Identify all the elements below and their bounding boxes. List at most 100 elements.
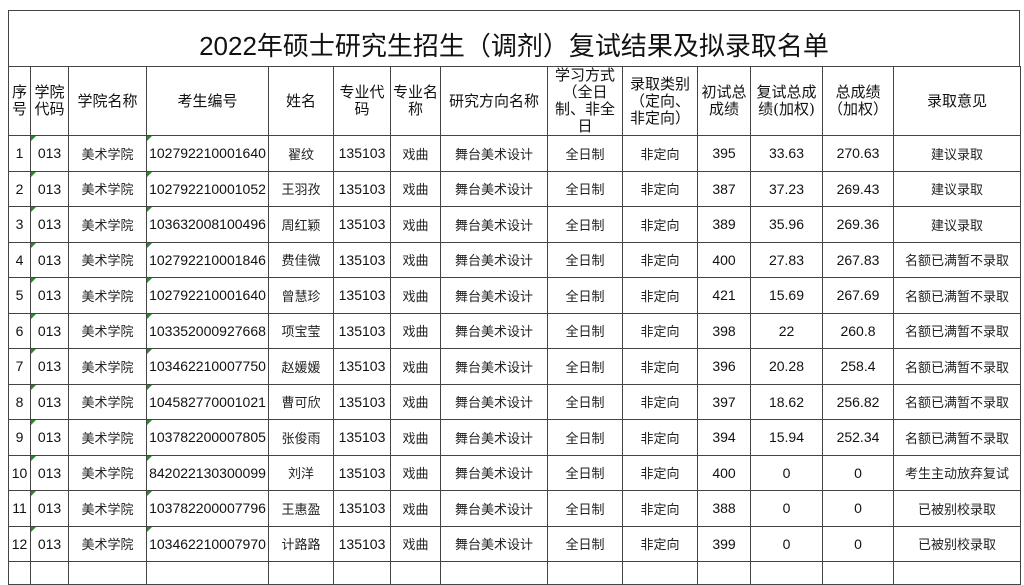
cell-candidate-id[interactable]: 102792210001846 [146, 241, 269, 278]
cell-candidate-id[interactable]: 103782200007805 [146, 419, 269, 456]
cell-prelim-score[interactable]: 398 [697, 312, 751, 349]
cell-research-direction[interactable]: 舞台美术设计 [440, 419, 548, 456]
cell-admission-opinion[interactable]: 建议录取 [893, 135, 1021, 172]
cell-college-name[interactable]: 美术学院 [68, 490, 147, 527]
empty-cell[interactable] [622, 561, 698, 585]
cell-seq[interactable]: 1 [8, 135, 31, 172]
cell-name[interactable]: 翟纹 [268, 135, 334, 172]
cell-total-score[interactable]: 252.34 [822, 419, 894, 456]
cell-study-mode[interactable]: 全日制 [547, 419, 623, 456]
cell-admission-opinion[interactable]: 名额已满暂不录取 [893, 419, 1021, 456]
cell-college-name[interactable]: 美术学院 [68, 348, 147, 385]
cell-admission-opinion[interactable]: 考生主动放弃复试 [893, 454, 1021, 491]
cell-college-code[interactable]: 013 [30, 348, 69, 385]
cell-candidate-id[interactable]: 103352000927668 [146, 312, 269, 349]
cell-college-name[interactable]: 美术学院 [68, 135, 147, 172]
cell-retest-score[interactable]: 27.83 [750, 241, 823, 278]
cell-admission-opinion[interactable]: 名额已满暂不录取 [893, 241, 1021, 278]
cell-admission-type[interactable]: 非定向 [622, 490, 698, 527]
cell-seq[interactable]: 11 [8, 490, 31, 527]
cell-research-direction[interactable]: 舞台美术设计 [440, 241, 548, 278]
cell-college-code[interactable]: 013 [30, 135, 69, 172]
cell-research-direction[interactable]: 舞台美术设计 [440, 206, 548, 243]
cell-college-name[interactable]: 美术学院 [68, 525, 147, 562]
cell-retest-score[interactable]: 35.96 [750, 206, 823, 243]
cell-college-code[interactable]: 013 [30, 277, 69, 314]
cell-total-score[interactable]: 269.43 [822, 170, 894, 207]
cell-college-name[interactable]: 美术学院 [68, 419, 147, 456]
empty-cell[interactable] [547, 561, 623, 585]
cell-major-name[interactable]: 戏曲 [390, 348, 441, 385]
cell-retest-score[interactable]: 0 [750, 454, 823, 491]
cell-name[interactable]: 计路路 [268, 525, 334, 562]
cell-total-score[interactable]: 269.36 [822, 206, 894, 243]
cell-college-code[interactable]: 013 [30, 383, 69, 420]
cell-retest-score[interactable]: 0 [750, 490, 823, 527]
cell-retest-score[interactable]: 37.23 [750, 170, 823, 207]
cell-major-name[interactable]: 戏曲 [390, 241, 441, 278]
cell-college-name[interactable]: 美术学院 [68, 383, 147, 420]
cell-prelim-score[interactable]: 388 [697, 490, 751, 527]
cell-total-score[interactable]: 0 [822, 490, 894, 527]
cell-college-name[interactable]: 美术学院 [68, 241, 147, 278]
cell-major-code[interactable]: 135103 [333, 348, 391, 385]
cell-research-direction[interactable]: 舞台美术设计 [440, 525, 548, 562]
empty-cell[interactable] [822, 561, 894, 585]
cell-study-mode[interactable]: 全日制 [547, 490, 623, 527]
cell-admission-type[interactable]: 非定向 [622, 454, 698, 491]
cell-major-code[interactable]: 135103 [333, 170, 391, 207]
cell-major-code[interactable]: 135103 [333, 419, 391, 456]
cell-study-mode[interactable]: 全日制 [547, 241, 623, 278]
cell-admission-type[interactable]: 非定向 [622, 383, 698, 420]
cell-name[interactable]: 曾慧珍 [268, 277, 334, 314]
cell-prelim-score[interactable]: 396 [697, 348, 751, 385]
cell-seq[interactable]: 3 [8, 206, 31, 243]
empty-cell[interactable] [440, 561, 548, 585]
cell-major-name[interactable]: 戏曲 [390, 312, 441, 349]
cell-major-name[interactable]: 戏曲 [390, 206, 441, 243]
cell-admission-type[interactable]: 非定向 [622, 206, 698, 243]
cell-major-name[interactable]: 戏曲 [390, 525, 441, 562]
cell-major-code[interactable]: 135103 [333, 277, 391, 314]
cell-candidate-id[interactable]: 102792210001052 [146, 170, 269, 207]
cell-research-direction[interactable]: 舞台美术设计 [440, 383, 548, 420]
cell-major-code[interactable]: 135103 [333, 525, 391, 562]
cell-prelim-score[interactable]: 400 [697, 454, 751, 491]
cell-study-mode[interactable]: 全日制 [547, 348, 623, 385]
cell-study-mode[interactable]: 全日制 [547, 206, 623, 243]
cell-admission-type[interactable]: 非定向 [622, 419, 698, 456]
cell-study-mode[interactable]: 全日制 [547, 454, 623, 491]
cell-prelim-score[interactable]: 395 [697, 135, 751, 172]
cell-prelim-score[interactable]: 400 [697, 241, 751, 278]
empty-cell[interactable] [333, 561, 391, 585]
cell-candidate-id[interactable]: 103462210007970 [146, 525, 269, 562]
cell-name[interactable]: 费佳微 [268, 241, 334, 278]
cell-research-direction[interactable]: 舞台美术设计 [440, 277, 548, 314]
cell-major-code[interactable]: 135103 [333, 312, 391, 349]
cell-study-mode[interactable]: 全日制 [547, 170, 623, 207]
cell-admission-opinion[interactable]: 名额已满暂不录取 [893, 348, 1021, 385]
cell-total-score[interactable]: 260.8 [822, 312, 894, 349]
cell-study-mode[interactable]: 全日制 [547, 135, 623, 172]
cell-admission-type[interactable]: 非定向 [622, 348, 698, 385]
cell-college-code[interactable]: 013 [30, 525, 69, 562]
cell-study-mode[interactable]: 全日制 [547, 525, 623, 562]
cell-total-score[interactable]: 0 [822, 525, 894, 562]
cell-prelim-score[interactable]: 389 [697, 206, 751, 243]
cell-seq[interactable]: 5 [8, 277, 31, 314]
cell-seq[interactable]: 6 [8, 312, 31, 349]
cell-major-name[interactable]: 戏曲 [390, 490, 441, 527]
cell-admission-opinion[interactable]: 已被别校录取 [893, 525, 1021, 562]
cell-name[interactable]: 赵媛媛 [268, 348, 334, 385]
cell-research-direction[interactable]: 舞台美术设计 [440, 454, 548, 491]
cell-candidate-id[interactable]: 103632008100496 [146, 206, 269, 243]
cell-name[interactable]: 项宝莹 [268, 312, 334, 349]
cell-research-direction[interactable]: 舞台美术设计 [440, 135, 548, 172]
cell-total-score[interactable]: 0 [822, 454, 894, 491]
empty-cell[interactable] [268, 561, 334, 585]
empty-cell[interactable] [390, 561, 441, 585]
cell-retest-score[interactable]: 15.69 [750, 277, 823, 314]
cell-prelim-score[interactable]: 397 [697, 383, 751, 420]
empty-cell[interactable] [146, 561, 269, 585]
cell-seq[interactable]: 7 [8, 348, 31, 385]
